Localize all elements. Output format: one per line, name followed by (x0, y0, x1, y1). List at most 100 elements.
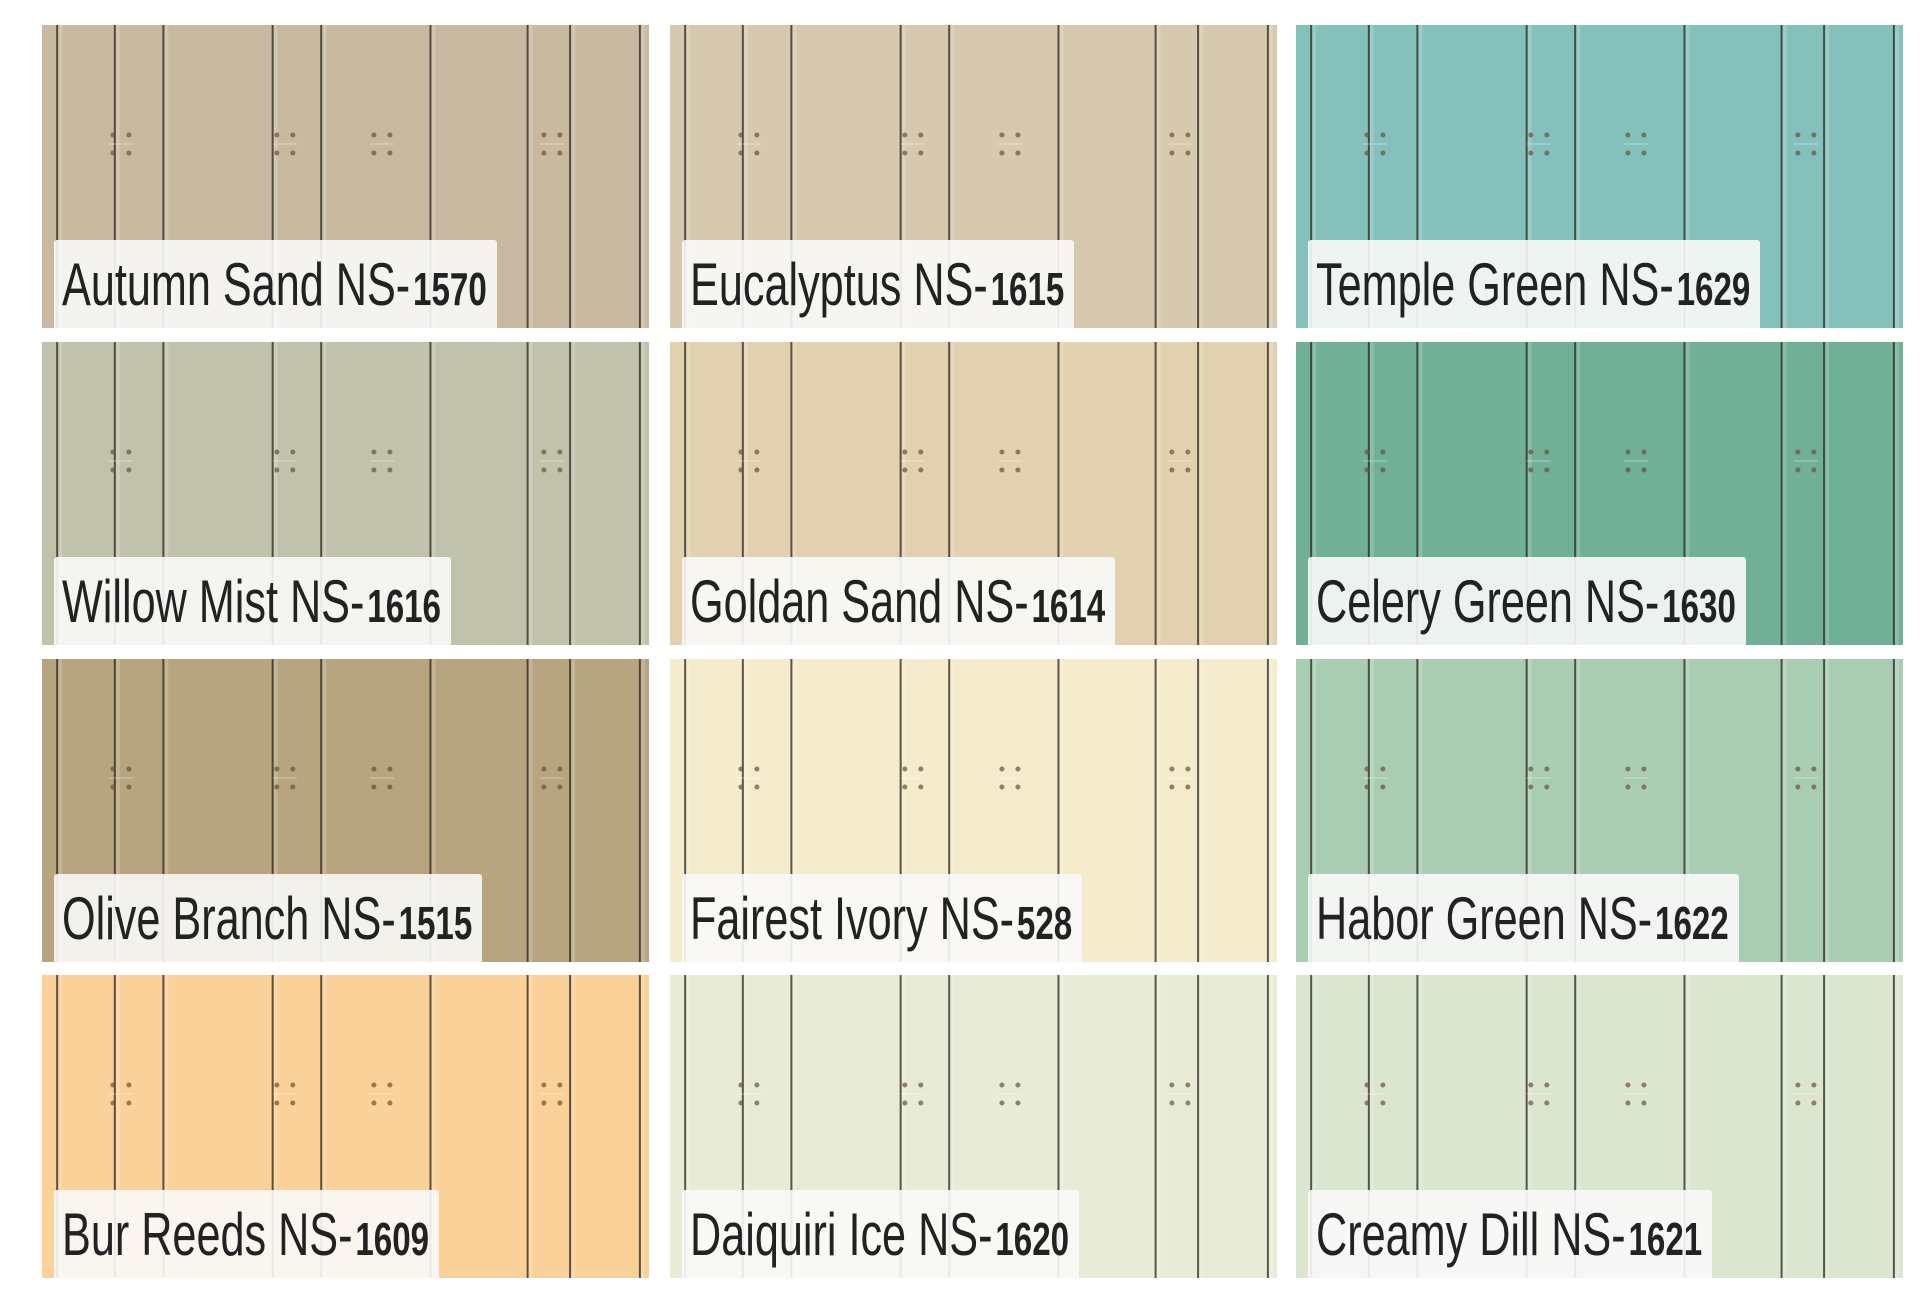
screw (557, 150, 563, 156)
screw (290, 784, 296, 790)
screw (1811, 150, 1817, 156)
label-text: Willow Mist NS-1616 (62, 567, 441, 636)
screw (918, 150, 924, 156)
board-shade (1893, 659, 1899, 962)
screw (1185, 132, 1191, 138)
screw (557, 766, 563, 772)
color-name: Goldan Sand NS- (690, 568, 1029, 635)
screw (1641, 1082, 1647, 1088)
screw (126, 1082, 132, 1088)
screw (1364, 132, 1370, 138)
board-shade (114, 25, 120, 328)
screw (1544, 150, 1550, 156)
screw (1641, 1100, 1647, 1106)
screw (387, 1100, 393, 1106)
board-shade (1824, 25, 1830, 328)
screw (1169, 1082, 1175, 1088)
board-shade (791, 342, 797, 645)
board-shade (639, 25, 645, 328)
board-shade (1417, 25, 1423, 328)
screw (1380, 150, 1386, 156)
screw (1811, 467, 1817, 473)
screw (290, 449, 296, 455)
screw (1185, 766, 1191, 772)
screw (541, 766, 547, 772)
screw (1169, 1100, 1175, 1106)
board-shade (742, 975, 748, 1278)
board-shade (1684, 659, 1690, 962)
label-text: Daiquiri Ice NS-1620 (690, 1200, 1069, 1269)
board-shade (1311, 975, 1317, 1278)
screw (1795, 449, 1801, 455)
screw (1528, 1082, 1534, 1088)
board-shade (1417, 975, 1423, 1278)
board-shade (1893, 975, 1899, 1278)
board-shade (1684, 342, 1690, 645)
color-name: Fairest Ivory NS- (690, 885, 1015, 952)
board-shade (1893, 25, 1899, 328)
screw (371, 766, 377, 772)
screw (371, 150, 377, 156)
screw (1811, 784, 1817, 790)
screw (1625, 784, 1631, 790)
screw (1625, 467, 1631, 473)
board-shade (1155, 975, 1161, 1278)
board-shade (321, 659, 327, 962)
board-shade (685, 342, 691, 645)
board-shade (1824, 342, 1830, 645)
label-text: Celery Green NS-1630 (1316, 567, 1736, 636)
screw (999, 766, 1005, 772)
boards (684, 342, 1273, 645)
board-shade (1684, 975, 1690, 1278)
screw (1625, 132, 1631, 138)
board-shade (1198, 342, 1204, 645)
screw (918, 449, 924, 455)
screw (918, 1100, 924, 1106)
screw (274, 1100, 280, 1106)
color-code: 1629 (1676, 263, 1751, 315)
board-shade (1368, 659, 1374, 962)
board-shade (1198, 25, 1204, 328)
screw (902, 784, 908, 790)
board-shade (527, 659, 533, 962)
screw (110, 467, 116, 473)
screw (1015, 766, 1021, 772)
board-shade (1781, 342, 1787, 645)
screw (1364, 1082, 1370, 1088)
screw (1380, 1100, 1386, 1106)
screw (918, 1082, 924, 1088)
swatch-tile: Celery Green NS-1630 (1296, 342, 1903, 645)
board-shade (639, 659, 645, 962)
board-shade (791, 659, 797, 962)
swatch-tile: Autumn Sand NS-1570 (42, 25, 649, 328)
screw (126, 150, 132, 156)
board-shade (1198, 975, 1204, 1278)
screw (274, 467, 280, 473)
screw (110, 1100, 116, 1106)
swatch-label: Habor Green NS-1622 (1308, 874, 1739, 962)
screw (387, 766, 393, 772)
screw (1544, 132, 1550, 138)
screw (126, 784, 132, 790)
screw (1380, 132, 1386, 138)
board-shade (1526, 975, 1532, 1278)
color-code: 1630 (1662, 580, 1736, 632)
screw (1169, 766, 1175, 772)
board-shade (430, 25, 436, 328)
screw (274, 132, 280, 138)
color-code: 1616 (367, 580, 441, 632)
screw (999, 1100, 1005, 1106)
screw (918, 132, 924, 138)
screw (1641, 766, 1647, 772)
screw (290, 1100, 296, 1106)
board-shade (163, 659, 169, 962)
color-name: Bur Reeds NS- (62, 1201, 353, 1268)
screw (738, 132, 744, 138)
board-shade (272, 25, 278, 328)
screw (754, 150, 760, 156)
board-shade (1526, 342, 1532, 645)
color-name: Habor Green NS- (1316, 885, 1653, 952)
label-text: Olive Branch NS-1515 (62, 884, 472, 953)
screw (1364, 1100, 1370, 1106)
board-shade (1311, 25, 1317, 328)
